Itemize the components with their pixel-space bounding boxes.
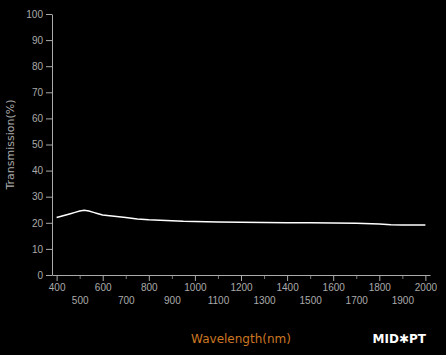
x-tick: 500 (72, 275, 89, 306)
x-tick: 1400 (276, 275, 299, 293)
x-tick-label: 1800 (369, 282, 392, 293)
x-tick-mark (103, 275, 104, 281)
y-axis-title: Transmission(%) (4, 99, 17, 190)
y-tick: 80 (32, 61, 52, 72)
x-tick-mark (149, 275, 150, 281)
x-tick-mark (172, 275, 173, 279)
x-tick-mark (333, 275, 334, 281)
y-tick-mark (46, 275, 52, 276)
x-tick-label: 1000 (184, 282, 207, 293)
logo: MID✱PT (373, 332, 427, 346)
x-tick-mark (379, 275, 380, 281)
y-tick-mark (46, 223, 52, 224)
y-tick: 60 (32, 113, 52, 124)
x-tick: 1300 (253, 275, 276, 306)
x-tick-label: 1600 (323, 282, 346, 293)
logo-part: PT (409, 332, 427, 346)
y-tick: 40 (32, 165, 52, 176)
series-group (57, 210, 426, 225)
x-tick-label: 2000 (415, 282, 438, 293)
x-tick-label: 1900 (392, 295, 415, 306)
y-tick: 100 (26, 9, 52, 20)
x-tick: 1500 (300, 275, 323, 306)
x-tick: 1200 (230, 275, 253, 293)
plot-area: 0 10 20 30 40 50 60 70 80 90 100 400 500 600 700 800 900… (26, 9, 437, 306)
y-tick: 50 (32, 139, 52, 150)
y-tick-label: 40 (32, 165, 44, 176)
x-tick-label: 1700 (346, 295, 369, 306)
y-tick: 30 (32, 191, 52, 202)
y-tick-label: 60 (32, 113, 44, 124)
x-tick-mark (425, 275, 426, 281)
x-tick-label: 500 (72, 295, 89, 306)
x-tick-label: 800 (141, 282, 158, 293)
y-tick-label: 90 (32, 35, 44, 46)
y-tick-mark (46, 66, 52, 67)
y-tick-label: 20 (32, 218, 44, 229)
y-tick-mark (46, 92, 52, 93)
x-tick-mark (241, 275, 242, 281)
x-tick-label: 1200 (230, 282, 253, 293)
x-tick: 1900 (392, 275, 415, 306)
x-tick-mark (57, 275, 58, 281)
y-axis: 0 10 20 30 40 50 60 70 80 90 100 (26, 9, 52, 281)
x-tick-mark (126, 275, 127, 279)
x-tick-mark (310, 275, 311, 279)
y-tick-mark (46, 171, 52, 172)
y-tick: 90 (32, 35, 52, 46)
x-tick: 1100 (208, 275, 230, 306)
x-tick: 1000 (184, 275, 207, 293)
y-tick-mark (46, 40, 52, 41)
x-tick: 900 (164, 275, 181, 306)
y-tick: 70 (32, 87, 52, 98)
y-tick-mark (46, 118, 52, 119)
y-tick-label: 10 (32, 244, 44, 255)
y-tick: 20 (32, 218, 52, 229)
x-tick-mark (80, 275, 81, 279)
x-tick-label: 900 (164, 295, 181, 306)
chart-svg: 0 10 20 30 40 50 60 70 80 90 100 400 500 600 700 800 900… (0, 0, 446, 355)
x-tick-mark (356, 275, 357, 279)
y-tick: 10 (32, 244, 52, 255)
x-tick: 1700 (346, 275, 369, 306)
x-tick-label: 1100 (208, 295, 230, 306)
y-tick-label: 0 (37, 270, 43, 281)
x-tick-label: 1500 (300, 295, 323, 306)
x-tick-label: 700 (118, 295, 135, 306)
logo-part: ✱ (399, 332, 409, 346)
x-tick-mark (287, 275, 288, 281)
x-tick-label: 1300 (253, 295, 276, 306)
x-axis: 400 500 600 700 800 9001000110012001300140015… (49, 275, 438, 306)
y-tick-label: 80 (32, 61, 44, 72)
transmission-line (57, 210, 426, 225)
x-tick: 1800 (369, 275, 392, 293)
x-tick-mark (195, 275, 196, 281)
x-tick-label: 400 (49, 282, 66, 293)
y-tick: 0 (37, 270, 52, 281)
y-tick-label: 100 (26, 9, 43, 20)
x-axis-title: Wavelength(nm) (191, 332, 291, 346)
y-tick-mark (46, 197, 52, 198)
x-tick-mark (218, 275, 219, 279)
x-tick: 600 (95, 275, 112, 293)
x-tick-mark (264, 275, 265, 279)
x-tick: 700 (118, 275, 135, 306)
y-tick-mark (46, 249, 52, 250)
y-tick-label: 70 (32, 87, 44, 98)
y-tick-label: 50 (32, 139, 44, 150)
y-axis-line (52, 15, 53, 276)
y-tick-mark (46, 14, 52, 15)
x-tick: 800 (141, 275, 158, 293)
y-tick-mark (46, 145, 52, 146)
x-tick-label: 600 (95, 282, 112, 293)
y-tick-label: 30 (32, 191, 44, 202)
x-tick-mark (402, 275, 403, 279)
x-tick-label: 1400 (276, 282, 299, 293)
logo-part: MID (373, 332, 399, 346)
x-tick: 1600 (323, 275, 346, 293)
x-tick: 400 (49, 275, 66, 293)
x-tick: 2000 (415, 275, 438, 293)
